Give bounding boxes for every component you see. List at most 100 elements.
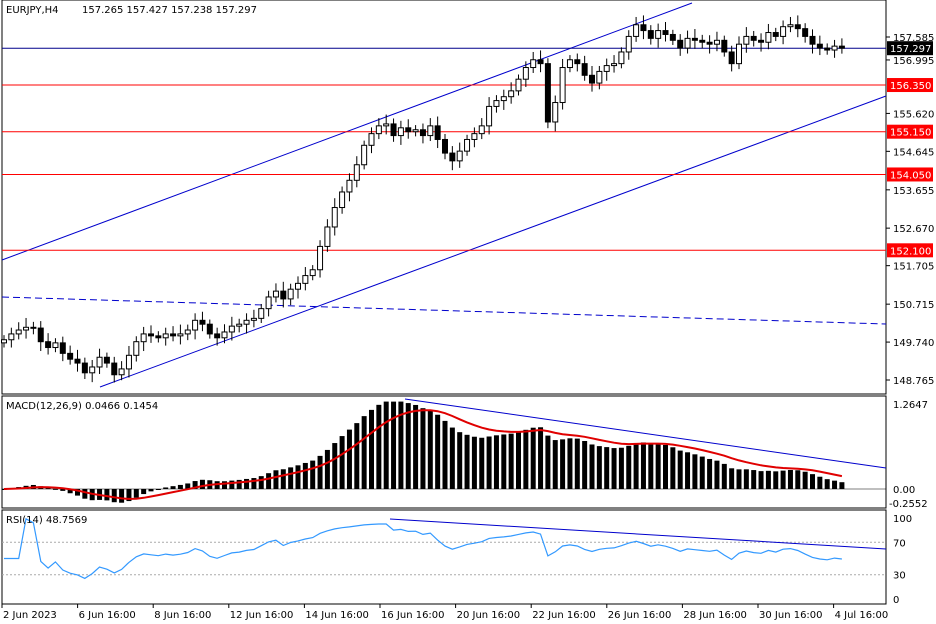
- bull-candle: [324, 226, 331, 247]
- bear-candle: [199, 319, 206, 325]
- bull-candle: [52, 342, 59, 349]
- price-panel[interactable]: [1, 0, 887, 395]
- macd-histogram-bar: [795, 470, 801, 489]
- bull-candle: [258, 308, 265, 319]
- bull-candle: [633, 24, 640, 37]
- bear-candle: [103, 356, 110, 364]
- bull-candle: [331, 207, 338, 228]
- bear-candle: [442, 138, 448, 154]
- macd-histogram-bar: [626, 445, 632, 489]
- bear-candle: [640, 24, 647, 32]
- macd-histogram-bar: [640, 442, 646, 489]
- price-tick-label: 151.705: [893, 262, 934, 273]
- macd-histogram-bar: [332, 443, 338, 489]
- macd-histogram-bar: [324, 449, 330, 489]
- bull-candle: [23, 326, 30, 331]
- macd-histogram-bar: [839, 482, 845, 489]
- bear-candle: [170, 333, 177, 337]
- macd-histogram-bar: [192, 481, 198, 489]
- bear-candle: [74, 358, 81, 364]
- macd-histogram-bar: [618, 447, 624, 489]
- macd-tick-label: 1.2647: [893, 400, 928, 411]
- bear-candle: [750, 35, 757, 41]
- macd-tick-label: -0.2552: [889, 499, 928, 510]
- bull-candle: [655, 30, 662, 39]
- macd-histogram-bar: [229, 480, 235, 489]
- bull-candle: [530, 59, 537, 69]
- bull-candle: [713, 39, 720, 45]
- macd-histogram-bar: [280, 469, 286, 489]
- macd-histogram-bar: [177, 484, 183, 489]
- macd-histogram-bar: [288, 467, 294, 489]
- macd-histogram-bar: [170, 486, 176, 489]
- macd-histogram-bar: [251, 478, 257, 489]
- macd-histogram-bar: [339, 436, 345, 489]
- macd-histogram-bar: [523, 429, 529, 489]
- macd-histogram-bar: [310, 460, 316, 489]
- macd-histogram-bar: [266, 473, 272, 489]
- macd-histogram-bar: [464, 434, 470, 489]
- bull-candle: [611, 63, 618, 67]
- bull-candle: [397, 127, 404, 137]
- rsi-layer: [2, 517, 887, 580]
- price-tick-label: 156.995: [893, 56, 934, 67]
- bull-candle: [339, 191, 346, 209]
- macd-histogram-bar: [148, 489, 154, 492]
- macd-histogram-bar: [574, 438, 580, 489]
- macd-histogram-bar: [677, 450, 683, 489]
- macd-histogram-bar: [457, 432, 463, 489]
- macd-histogram-bar: [729, 468, 735, 489]
- macd-histogram-bar: [582, 440, 588, 489]
- bear-candle: [669, 33, 676, 41]
- bull-candle: [508, 90, 515, 98]
- macd-histogram-bar: [758, 471, 764, 489]
- macd-histogram-bar: [82, 489, 88, 499]
- bull-candle: [177, 333, 184, 337]
- level-tag-label: 154.050: [890, 170, 931, 181]
- current-price-label: 157.297: [890, 44, 931, 55]
- bull-candle: [603, 65, 610, 72]
- macd-histogram-bar: [707, 458, 713, 489]
- macd-histogram-bar: [185, 483, 191, 489]
- macd-histogram-bar: [530, 427, 536, 489]
- bull-candle: [471, 133, 478, 140]
- level-tag: [887, 167, 933, 182]
- bear-candle: [758, 39, 765, 43]
- bull-candle: [625, 35, 632, 53]
- level-tag: [887, 243, 933, 258]
- bear-candle: [449, 152, 456, 162]
- bear-candle: [691, 37, 698, 41]
- macd-histogram-bar: [155, 489, 161, 490]
- bear-candle: [59, 342, 66, 354]
- price-tick-label: 150.715: [893, 300, 934, 311]
- macd-histogram-bar: [258, 476, 264, 489]
- macd-histogram-bar: [383, 401, 389, 489]
- bull-candle: [412, 129, 419, 133]
- time-tick-label: 2 Jun 2023: [3, 610, 57, 621]
- bull-candle: [133, 341, 140, 356]
- macd-histogram-bar: [369, 409, 374, 489]
- bear-candle: [802, 28, 809, 37]
- macd-histogram-bar: [111, 489, 117, 503]
- time-tick-label: 6 Jun 16:00: [79, 610, 136, 621]
- level-tag-label: 156.350: [890, 81, 931, 92]
- macd-histogram-bar: [471, 436, 477, 489]
- macd-histogram-bar: [560, 439, 566, 489]
- axis-layer: 156.350 155.150 154.050 152.100 157.297157.5…: [1, 33, 934, 621]
- bull-candle: [346, 179, 353, 193]
- bull-candle: [162, 333, 169, 339]
- bull-candle: [89, 366, 96, 374]
- bear-candle: [67, 352, 74, 360]
- rsi-panel[interactable]: [1, 509, 887, 605]
- bull-candle: [559, 67, 566, 104]
- macd-histogram-bar: [442, 420, 448, 489]
- level-tag-label: 152.100: [890, 246, 931, 257]
- bear-candle: [816, 43, 823, 49]
- bear-candle: [728, 51, 735, 65]
- bull-candle: [765, 32, 772, 43]
- time-tick-label: 26 Jun 16:00: [608, 610, 672, 621]
- macd-histogram-bar: [214, 481, 220, 489]
- bear-candle: [434, 125, 441, 140]
- price-tick-label: 152.670: [893, 224, 934, 235]
- macd-label: MACD(12,26,9) 0.0466 0.1454: [6, 401, 158, 412]
